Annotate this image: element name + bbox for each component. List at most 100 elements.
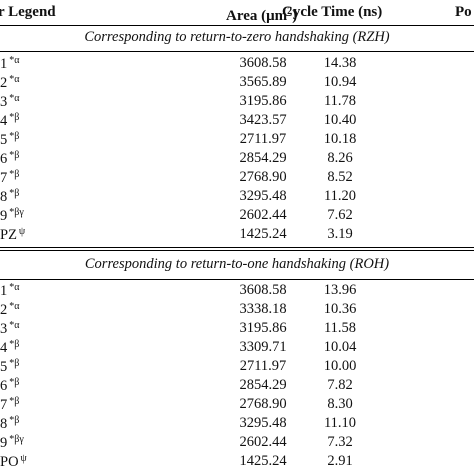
row-legend-text: 1	[0, 283, 8, 299]
table-row: 3 *α 3195.86 11.58	[0, 320, 474, 339]
row-legend-mark: *β	[9, 415, 20, 426]
row-legend-text: 6	[0, 378, 8, 394]
table-row: 1 *α 3608.58 13.96	[0, 282, 474, 301]
row-cycle-time: 7.82	[327, 377, 353, 393]
table-row: 2 *α 3565.89 10.94	[0, 74, 474, 93]
section-divider-top	[0, 247, 474, 248]
row-area: 1425.24	[239, 453, 287, 469]
row-legend-mark: *β	[9, 396, 20, 407]
row-legend-mark: ψ	[18, 226, 26, 237]
row-legend: 4 *β	[0, 112, 19, 130]
row-area: 2602.44	[239, 207, 287, 223]
table-row: 5 *β 2711.97 10.18	[0, 131, 474, 150]
row-legend: 3 *α	[0, 320, 20, 338]
row-legend: 1 *α	[0, 282, 20, 300]
row-legend-text: 1	[0, 56, 8, 72]
row-legend: 3 *α	[0, 93, 20, 111]
table-row: 1 *α 3608.58 14.38	[0, 55, 474, 74]
table-row: 2 *α 3338.18 10.36	[0, 301, 474, 320]
header-area-close: )	[292, 8, 298, 24]
row-legend-mark: *β	[9, 377, 20, 388]
section-divider-bottom	[0, 250, 474, 251]
row-area: 3295.48	[239, 188, 287, 204]
rzh-rule	[0, 51, 474, 52]
row-legend: 8 *β	[0, 415, 19, 433]
row-cycle-time: 8.30	[327, 396, 353, 412]
row-legend: 7 *β	[0, 396, 19, 414]
row-legend-mark: *α	[9, 282, 20, 293]
table-row: 3 *α 3195.86 11.78	[0, 93, 474, 112]
row-area: 3565.89	[239, 74, 287, 90]
row-area: 2768.90	[239, 396, 287, 412]
table-row: PZ ψ 1425.24 3.19	[0, 226, 474, 245]
row-legend-text: 5	[0, 132, 8, 148]
row-area: 3195.86	[239, 320, 287, 336]
header-partial: Po	[455, 4, 472, 20]
row-area: 3608.58	[239, 282, 287, 298]
row-legend-mark: *β	[9, 150, 20, 161]
table-row: 5 *β 2711.97 10.00	[0, 358, 474, 377]
row-area: 3338.18	[239, 301, 287, 317]
row-legend-mark: *α	[9, 301, 20, 312]
table-row: 7 *β 2768.90 8.52	[0, 169, 474, 188]
row-area: 3309.71	[239, 339, 287, 355]
row-legend: 7 *β	[0, 169, 19, 187]
row-legend: 9 *βγ	[0, 207, 24, 225]
row-legend-text: 8	[0, 416, 8, 432]
row-cycle-time: 10.40	[323, 112, 357, 128]
row-area: 3423.57	[239, 112, 287, 128]
row-cycle-time: 10.36	[323, 301, 357, 317]
row-legend: 2 *α	[0, 301, 20, 319]
row-legend-mark: ψ	[20, 453, 27, 464]
row-cycle-time: 10.04	[323, 339, 357, 355]
row-legend-text: 5	[0, 359, 8, 375]
row-legend-text: 2	[0, 75, 8, 91]
header-area-label: Area (μm	[226, 8, 288, 24]
row-area: 1425.24	[239, 226, 287, 242]
table-row: 7 *β 2768.90 8.30	[0, 396, 474, 415]
row-cycle-time: 8.52	[327, 169, 353, 185]
row-legend-mark: *β	[9, 169, 20, 180]
table-row: PO ψ 1425.24 2.91	[0, 453, 474, 472]
row-legend-text: 8	[0, 189, 8, 205]
row-area: 2602.44	[239, 434, 287, 450]
row-cycle-time: 2.91	[327, 453, 353, 469]
row-legend-text: PZ	[0, 227, 17, 243]
row-cycle-time: 7.32	[327, 434, 353, 450]
row-area: 2711.97	[239, 358, 287, 374]
row-cycle-time: 10.00	[323, 358, 357, 374]
row-cycle-time: 8.26	[327, 150, 353, 166]
row-area: 2854.29	[239, 377, 287, 393]
row-legend: PZ ψ	[0, 226, 25, 244]
row-area: 2768.90	[239, 169, 287, 185]
rzh-section-title: Corresponding to return-to-zero handshak…	[84, 29, 390, 45]
header-area: Area (μm2)	[226, 0, 297, 26]
row-legend-mark: *α	[9, 320, 20, 331]
table-row: 8 *β 3295.48 11.20	[0, 188, 474, 207]
row-legend: PO ψ	[0, 453, 27, 471]
row-legend: 5 *β	[0, 131, 19, 149]
table-row: 9 *βγ 2602.44 7.32	[0, 434, 474, 453]
row-cycle-time: 11.10	[323, 415, 357, 431]
row-legend-mark: *α	[9, 74, 20, 85]
row-cycle-time: 14.38	[323, 55, 357, 71]
row-area: 3608.58	[239, 55, 287, 71]
row-legend-mark: *βγ	[9, 207, 24, 218]
roh-rule	[0, 279, 474, 280]
row-legend-text: 4	[0, 113, 8, 129]
row-legend-text: 6	[0, 151, 8, 167]
row-cycle-time: 10.18	[323, 131, 357, 147]
row-legend: 6 *β	[0, 150, 19, 168]
row-legend-mark: *β	[9, 112, 20, 123]
table-row: 4 *β 3309.71 10.04	[0, 339, 474, 358]
row-legend-text: 7	[0, 170, 8, 186]
row-legend-text: 9	[0, 435, 8, 451]
row-legend-mark: *β	[9, 131, 20, 142]
row-legend-text: 7	[0, 397, 8, 413]
row-legend-mark: *β	[9, 339, 20, 350]
table-row: 6 *β 2854.29 7.82	[0, 377, 474, 396]
row-legend: 2 *α	[0, 74, 20, 92]
row-cycle-time: 13.96	[323, 282, 357, 298]
row-area: 3295.48	[239, 415, 287, 431]
row-legend-text: 9	[0, 208, 8, 224]
